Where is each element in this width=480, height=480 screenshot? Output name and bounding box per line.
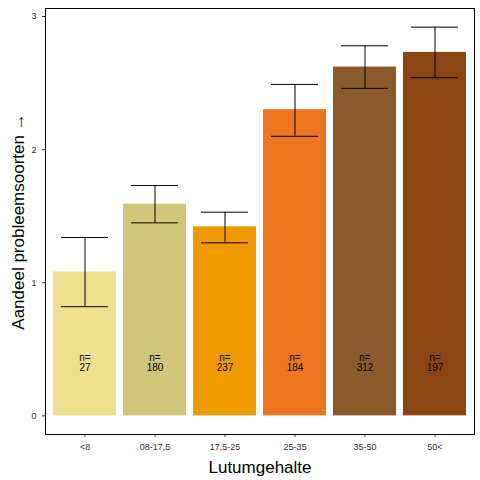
svg-text:3: 3 xyxy=(31,11,36,21)
svg-text:08-17,5: 08-17,5 xyxy=(140,442,171,452)
svg-text:0: 0 xyxy=(31,411,36,421)
svg-text:n=237: n=237 xyxy=(217,352,234,373)
svg-text:35-50: 35-50 xyxy=(353,442,376,452)
svg-text:50<: 50< xyxy=(427,442,442,452)
svg-text:n=312: n=312 xyxy=(357,352,374,373)
svg-text:n=180: n=180 xyxy=(147,352,164,373)
svg-text:n=197: n=197 xyxy=(427,352,444,373)
svg-text:2: 2 xyxy=(31,144,36,154)
svg-text:17,5-25: 17,5-25 xyxy=(210,442,241,452)
svg-text:1: 1 xyxy=(31,278,36,288)
svg-text:Aandeel probleemsoorten →: Aandeel probleemsoorten → xyxy=(9,113,28,329)
svg-text:<8: <8 xyxy=(80,442,90,452)
svg-text:Lutumgehalte: Lutumgehalte xyxy=(208,458,311,477)
svg-text:25-35: 25-35 xyxy=(283,442,306,452)
svg-text:n=184: n=184 xyxy=(287,352,304,373)
svg-text:n=27: n=27 xyxy=(79,352,91,373)
